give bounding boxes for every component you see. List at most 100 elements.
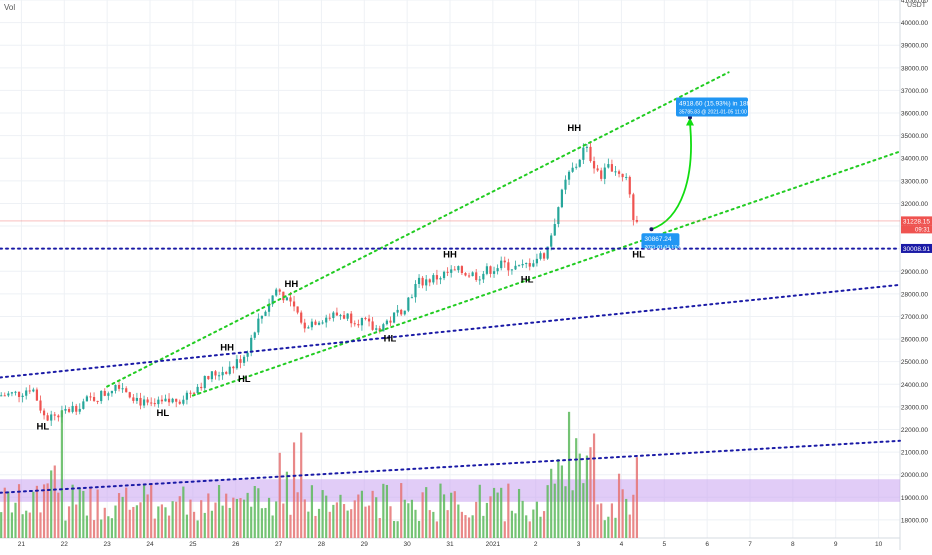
candle-body — [496, 268, 499, 272]
projection-arrowhead — [686, 117, 694, 126]
annotation-hl: HL — [384, 333, 397, 344]
volume-bar — [339, 494, 342, 538]
volume-bar — [67, 506, 71, 538]
annotation-hh: HH — [443, 250, 457, 261]
volume-bar — [321, 490, 324, 538]
volume-bar — [121, 496, 124, 538]
candle-body — [532, 263, 535, 267]
candle-body — [589, 146, 592, 162]
volume-bar — [92, 520, 96, 538]
candle-body — [275, 289, 278, 296]
candle-body — [225, 372, 228, 374]
candle-body — [139, 397, 142, 406]
volume-bar — [85, 515, 89, 538]
volume-bar — [296, 492, 299, 538]
volume-bar — [117, 493, 121, 538]
candle-body — [503, 260, 506, 263]
volume-bar — [235, 498, 239, 538]
volume-bar — [453, 491, 456, 538]
volume-bar — [314, 515, 317, 538]
candle-body — [464, 273, 467, 276]
candle-body — [307, 327, 310, 329]
callout-bottom-line1: 30867.24 — [644, 236, 671, 243]
volume-bar — [389, 506, 392, 538]
annotation-hh: HH — [220, 342, 234, 353]
candle-body — [539, 253, 542, 259]
candle-body — [292, 301, 296, 307]
candle-body — [175, 398, 178, 402]
volume-bar — [125, 487, 128, 538]
candle-body — [146, 399, 149, 403]
candle-body — [21, 395, 24, 397]
volume-bar — [50, 470, 53, 538]
candle-body — [103, 390, 106, 396]
volume-bar — [396, 521, 399, 538]
candle-body — [371, 321, 374, 330]
callout-top-box — [676, 97, 748, 117]
candle-body — [339, 315, 342, 317]
y-tick-label: 29000.00 — [901, 269, 928, 276]
candle-body — [46, 415, 49, 421]
candle-body — [296, 306, 299, 313]
candle-body — [492, 271, 496, 274]
candle-body — [335, 312, 339, 316]
volume-bar — [207, 493, 210, 538]
volume-bar — [78, 487, 81, 538]
callout-top-line2: 35785.83 @ 2021-01-05 11:00 — [679, 110, 747, 116]
candle-body — [153, 403, 156, 405]
volume-bar — [603, 520, 606, 538]
volume-bar — [435, 521, 439, 538]
candle-body — [328, 317, 331, 319]
volume-bar — [400, 483, 403, 538]
volume-bar — [278, 452, 281, 538]
candle-body — [510, 269, 514, 271]
candle-body — [182, 399, 185, 404]
volume-bar — [607, 516, 610, 538]
y-tick-label: 23000.00 — [901, 404, 928, 411]
candle-body — [396, 309, 399, 313]
candle-body — [407, 297, 410, 311]
candle-body — [264, 311, 267, 316]
candle-body — [7, 393, 10, 396]
volume-bar — [628, 514, 631, 538]
candle-body — [392, 312, 396, 323]
x-tick-label: 5 — [662, 541, 666, 548]
volume-bar — [192, 511, 196, 538]
callout-bottom-line2: 2021-01-04 17:00 — [644, 245, 684, 251]
candle-body — [300, 312, 303, 323]
y-tick-label: 40000.00 — [901, 20, 928, 27]
volume-bar — [271, 515, 274, 538]
candle-body — [453, 269, 456, 271]
candle-body — [475, 272, 478, 280]
candle-body — [428, 279, 431, 283]
trendline-blue-lower — [0, 439, 901, 494]
candle-body — [157, 399, 160, 405]
callout-top-line1: 4918.60 (15.93%) in 18h — [679, 101, 751, 108]
volume-bar — [514, 513, 517, 538]
volume-bar — [378, 518, 381, 538]
volume-bar — [21, 514, 24, 538]
volume-bar — [282, 503, 285, 538]
volume-bar — [332, 504, 335, 538]
x-tick-label: 2021 — [486, 541, 501, 548]
candle-body — [310, 321, 314, 328]
y-tick-label: 28000.00 — [901, 291, 928, 298]
candle-body — [17, 391, 21, 397]
candle-body — [210, 371, 214, 380]
current-price-tag-bg — [901, 216, 932, 226]
candle-body — [217, 375, 221, 377]
volume-bar — [135, 505, 139, 538]
volume-bar — [114, 505, 117, 538]
candle-body — [196, 386, 199, 394]
volume-indicator-label[interactable]: Vol — [4, 3, 16, 12]
candle-body — [425, 279, 428, 286]
volume-bar — [221, 505, 224, 538]
candle-body — [121, 388, 124, 390]
y-tick-label: 36000.00 — [901, 111, 928, 118]
x-tick-label: 26 — [232, 541, 240, 548]
candle-body — [28, 390, 31, 392]
volume-bar — [3, 487, 6, 538]
volume-bar — [346, 510, 349, 538]
volume-bar — [292, 442, 296, 538]
